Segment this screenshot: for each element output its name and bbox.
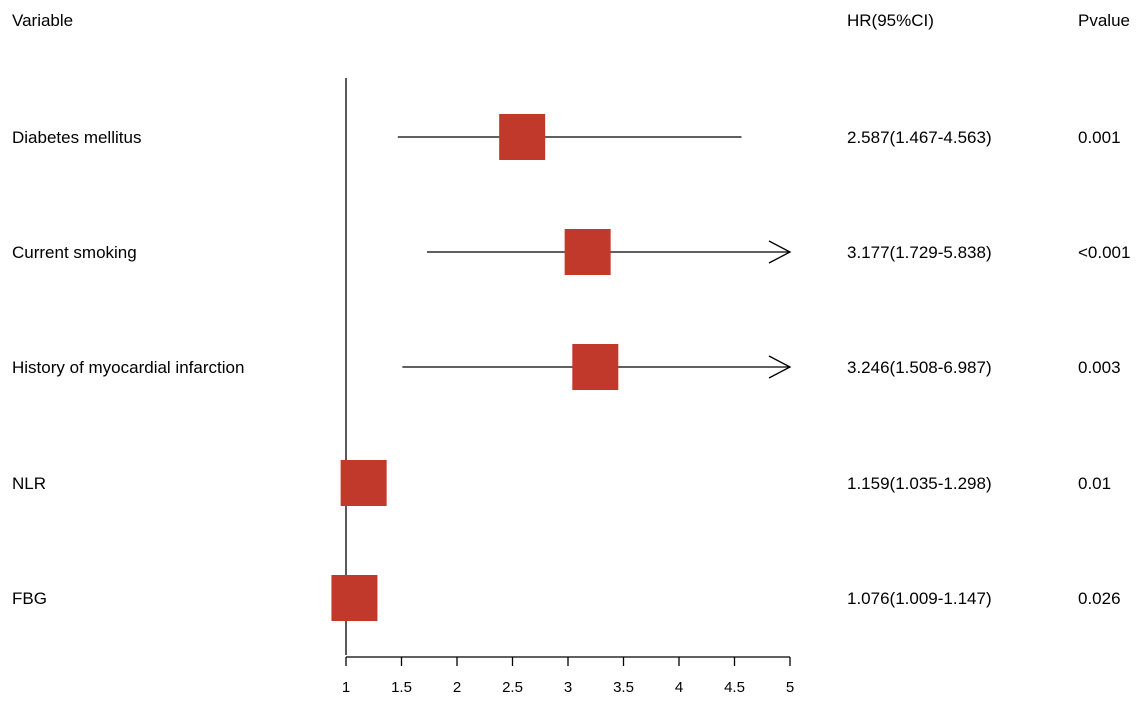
x-tick-label: 1.5 — [391, 679, 412, 696]
row-hr-ci-text: 1.159(1.035-1.298) — [847, 474, 992, 493]
row-hr-ci-text: 2.587(1.467-4.563) — [847, 128, 992, 147]
x-tick-label: 4.5 — [724, 679, 745, 696]
row-variable-label: Diabetes mellitus — [12, 128, 141, 147]
x-tick-label: 3 — [564, 679, 572, 696]
row-pvalue: 0.026 — [1078, 589, 1121, 608]
header-variable: Variable — [12, 11, 73, 30]
row-variable-label: NLR — [12, 474, 46, 493]
row-variable-label: History of myocardial infarction — [12, 358, 244, 377]
x-tick-label: 2 — [453, 679, 461, 696]
row-hr-ci-text: 3.177(1.729-5.838) — [847, 243, 992, 262]
ci-arrow — [768, 240, 792, 264]
x-tick-label: 5 — [786, 679, 794, 696]
header-hr-ci: HR(95%CI) — [847, 11, 934, 30]
row-variable-label: FBG — [12, 589, 47, 608]
row-pvalue: 0.003 — [1078, 358, 1121, 377]
x-axis: 1 1.5 2 2.5 3 3.5 4 4.5 5 — [342, 656, 794, 696]
row-hr-ci-text: 1.076(1.009-1.147) — [847, 589, 992, 608]
hr-point-marker — [572, 344, 619, 390]
x-tick-label: 1 — [342, 679, 350, 696]
header-pvalue: Pvalue — [1078, 11, 1130, 30]
rows-layer: Diabetes mellitus 2.587(1.467-4.563) 0.001… — [12, 78, 1130, 655]
hr-point-marker — [340, 460, 387, 506]
x-tick-label: 4 — [675, 679, 683, 696]
row-pvalue: 0.001 — [1078, 128, 1121, 147]
hr-point-marker — [499, 114, 546, 160]
row-variable-label: Current smoking — [12, 243, 137, 262]
row-pvalue: <0.001 — [1078, 243, 1130, 262]
row-pvalue: 0.01 — [1078, 474, 1111, 493]
x-tick-label: 2.5 — [502, 679, 523, 696]
hr-point-marker — [564, 229, 611, 275]
hr-point-marker — [331, 575, 378, 621]
x-tick-label: 3.5 — [613, 679, 634, 696]
ci-arrow — [768, 355, 792, 379]
row-hr-ci-text: 3.246(1.508-6.987) — [847, 358, 992, 377]
